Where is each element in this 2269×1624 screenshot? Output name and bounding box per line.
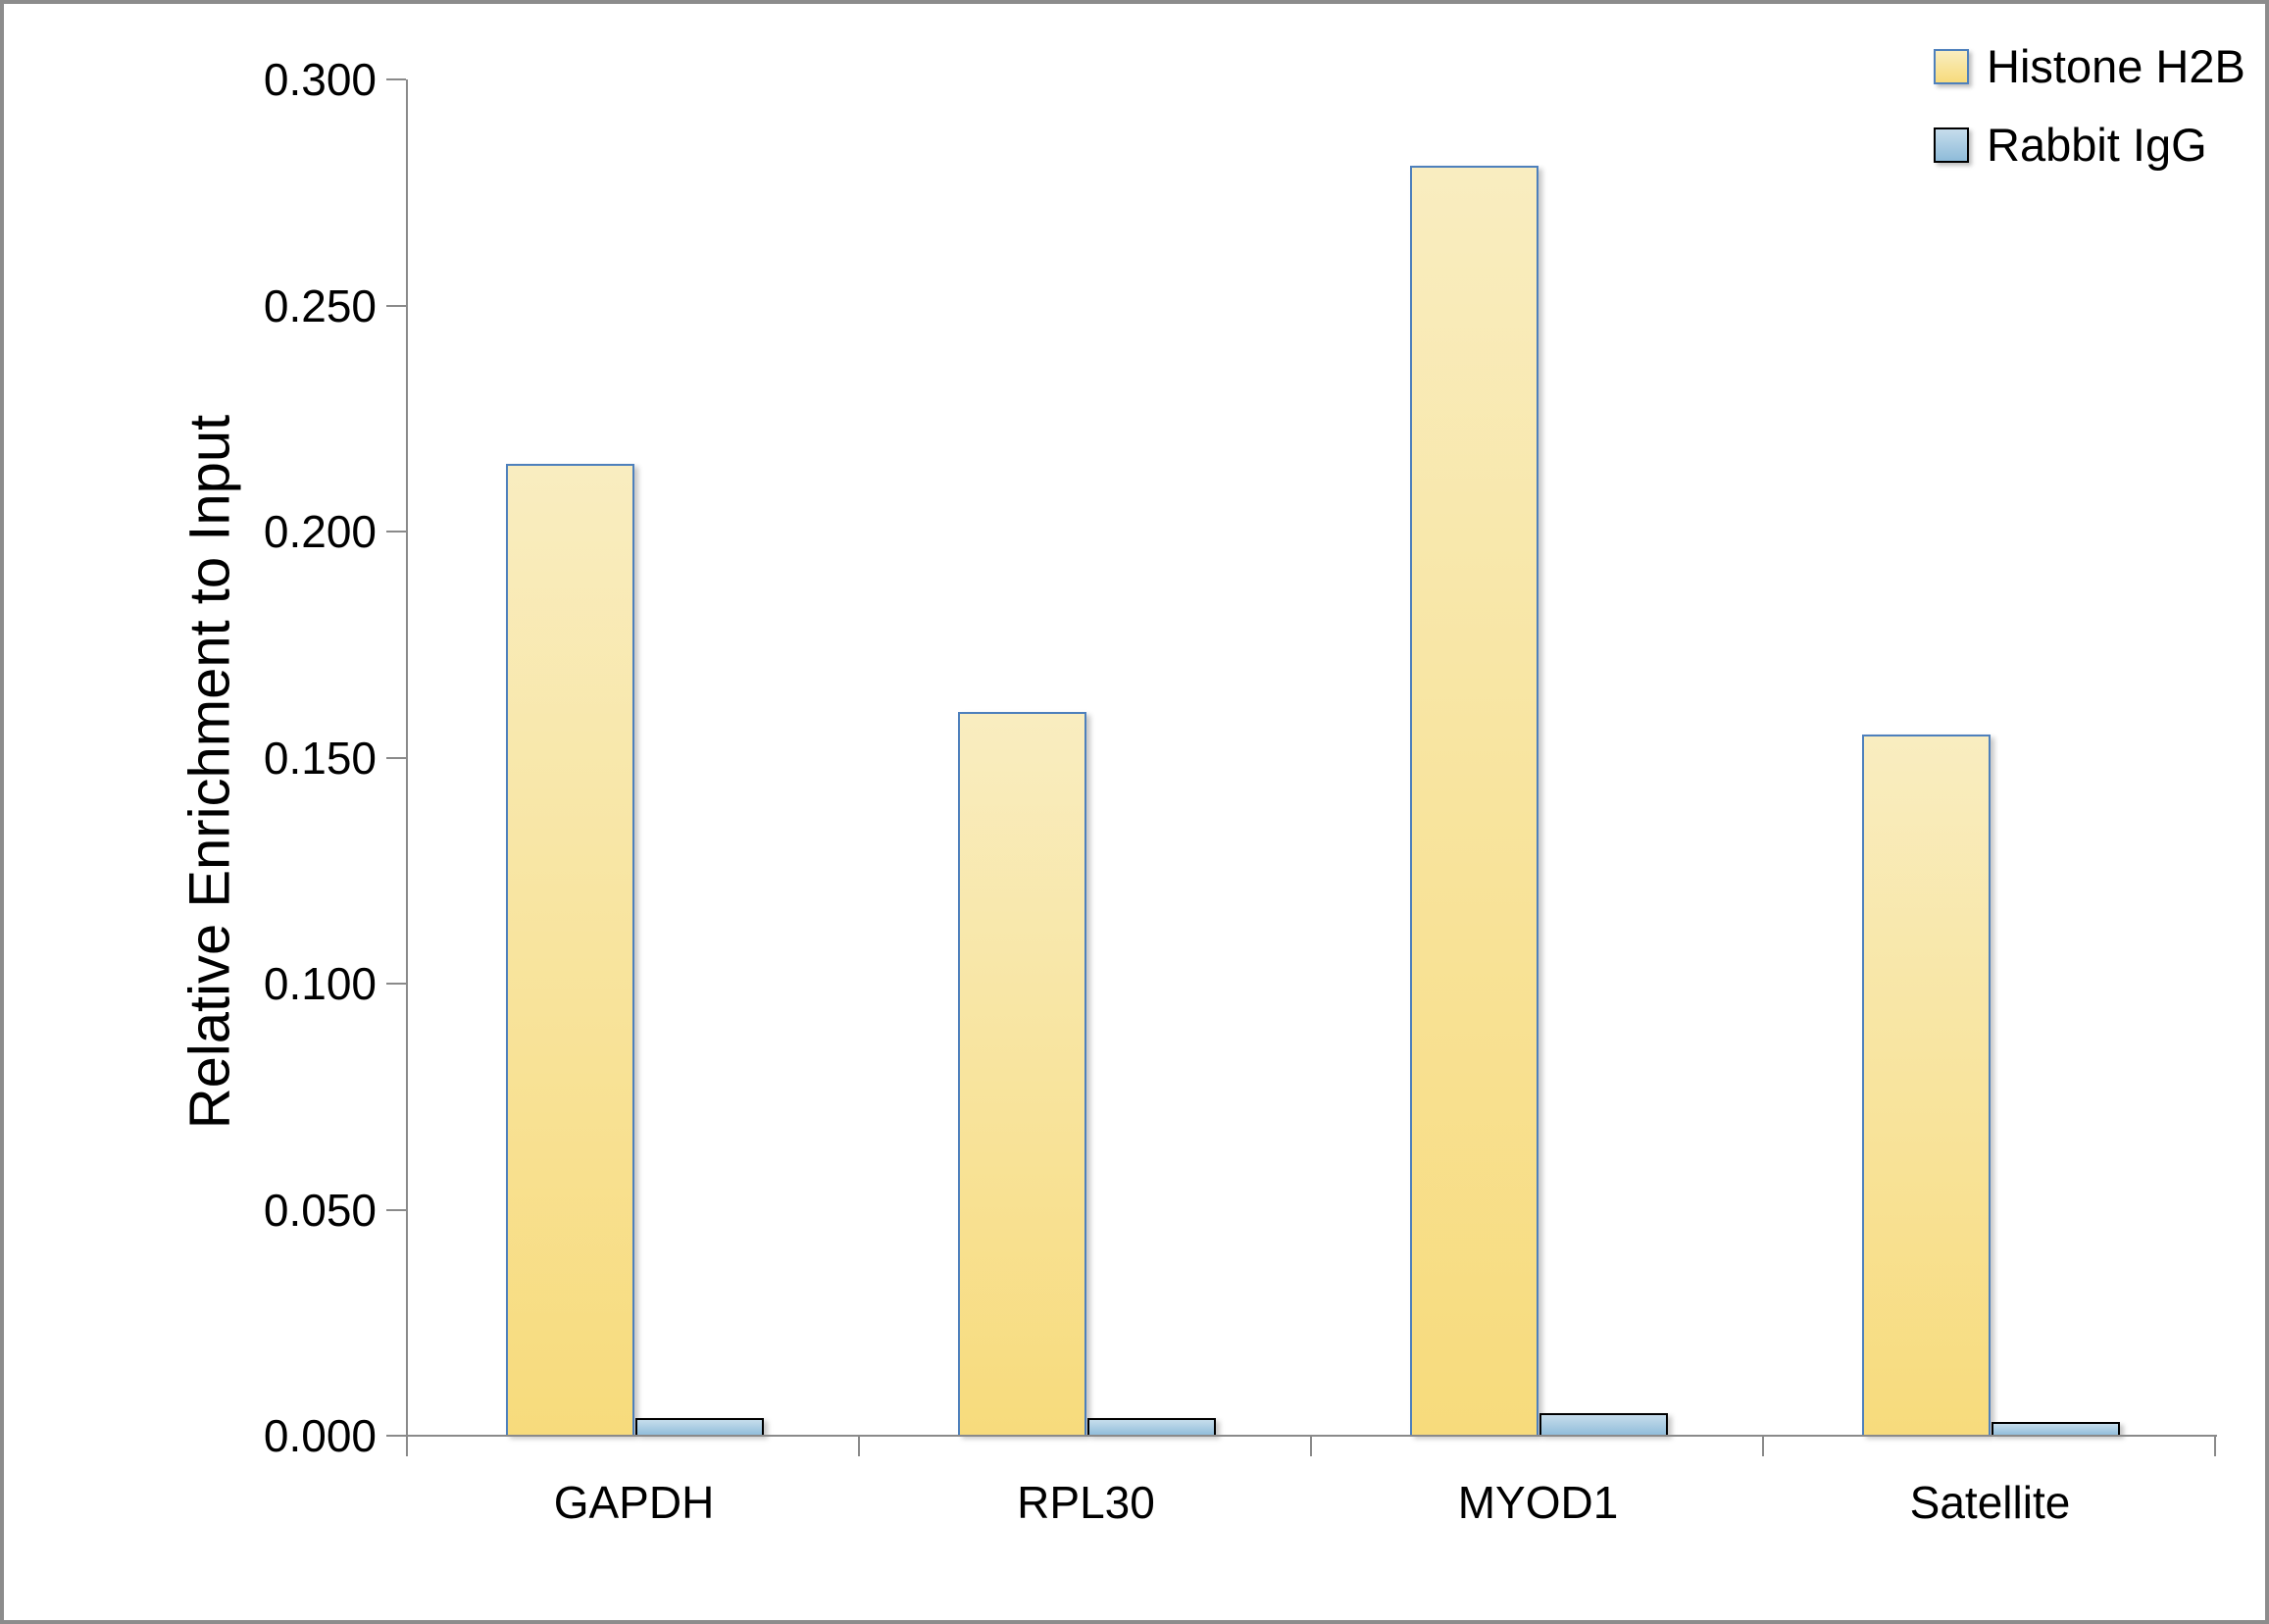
y-tick-label: 0.050 (263, 1184, 377, 1236)
x-category-label: Satellite (1909, 1477, 2071, 1528)
x-axis-tick (2214, 1436, 2216, 1456)
y-tick-label: 0.150 (263, 732, 377, 784)
y-tick-label: 0.300 (263, 54, 377, 105)
x-category-label: MYOD1 (1457, 1477, 1619, 1528)
y-axis-tick (386, 304, 406, 307)
y-tick-label: 0.200 (263, 506, 377, 557)
bar-rabbit-igg-rpl30 (1087, 1418, 1216, 1436)
bar-histone-h2b-gapdh (506, 464, 634, 1436)
y-axis-tick (386, 531, 406, 533)
bar-rabbit-igg-myod1 (1539, 1413, 1668, 1436)
y-axis-tick (386, 1208, 406, 1211)
legend-swatch-histone-h2b (1934, 48, 1969, 84)
y-axis-line (406, 79, 408, 1456)
y-axis-tick (386, 756, 406, 759)
bar-histone-h2b-myod1 (1410, 166, 1538, 1436)
x-axis-line (408, 1435, 2217, 1437)
legend-item-histone-h2b: Histone H2B (1934, 43, 2245, 89)
x-category-label: GAPDH (553, 1477, 715, 1528)
x-axis-tick (858, 1436, 860, 1456)
y-axis-tick (386, 1435, 406, 1437)
bar-histone-h2b-rpl30 (958, 712, 1086, 1436)
y-tick-label: 0.000 (263, 1410, 377, 1461)
legend-swatch-rabbit-igg (1934, 127, 1969, 163)
bar-histone-h2b-satellite (1862, 735, 1991, 1436)
y-tick-label: 0.250 (263, 279, 377, 331)
x-category-label: RPL30 (1017, 1477, 1155, 1528)
legend-item-rabbit-igg: Rabbit IgG (1934, 122, 2207, 168)
legend-label: Rabbit IgG (1987, 119, 2207, 171)
bar-rabbit-igg-satellite (1992, 1422, 2120, 1436)
bar-rabbit-igg-gapdh (635, 1418, 764, 1436)
y-axis-tick (386, 78, 406, 80)
x-axis-tick (1762, 1436, 1764, 1456)
y-axis-tick (386, 983, 406, 985)
legend-label: Histone H2B (1987, 40, 2245, 92)
y-tick-label: 0.100 (263, 958, 377, 1009)
x-axis-tick (1310, 1436, 1312, 1456)
